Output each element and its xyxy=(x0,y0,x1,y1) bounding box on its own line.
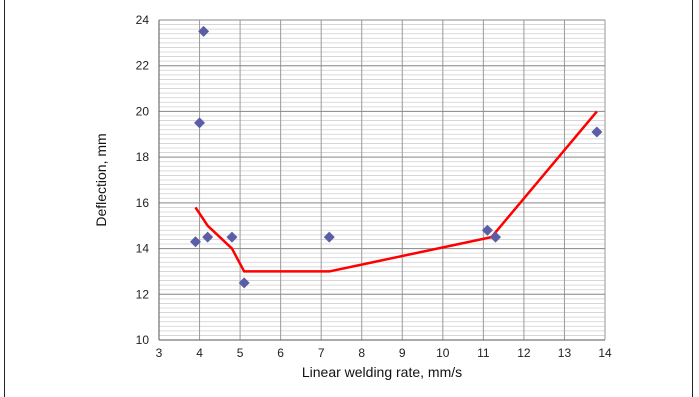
data-point xyxy=(202,231,214,243)
y-tick-label: 22 xyxy=(136,59,150,73)
x-tick-label: 14 xyxy=(598,346,612,360)
y-tick-label: 12 xyxy=(136,287,150,301)
y-tick-label: 10 xyxy=(136,333,150,347)
data-points xyxy=(189,25,603,289)
x-tick-label: 9 xyxy=(399,346,406,360)
tick-labels: 3 4 5 6 7 8 9 10 11 12 13 14 10 12 14 16 18 20 22 24 xyxy=(136,13,612,360)
chart-frame: 3 4 5 6 7 8 9 10 11 12 13 14 10 12 14 16 18 20 22 24 Linear… xyxy=(4,0,693,397)
x-tick-label: 13 xyxy=(558,346,572,360)
y-tick-label: 16 xyxy=(136,196,150,210)
x-tick-label: 6 xyxy=(277,346,284,360)
x-tick-label: 7 xyxy=(318,346,325,360)
y-tick-label: 24 xyxy=(136,13,150,27)
x-tick-label: 3 xyxy=(156,346,163,360)
x-tick-label: 10 xyxy=(436,346,450,360)
x-tick-label: 8 xyxy=(358,346,365,360)
data-point xyxy=(189,236,201,248)
data-point xyxy=(198,25,210,37)
x-tick-label: 11 xyxy=(477,346,490,360)
y-axis-label: Deflection, mm xyxy=(93,133,109,226)
data-point xyxy=(490,231,502,243)
y-tick-label: 18 xyxy=(136,150,150,164)
data-point xyxy=(591,126,603,138)
x-axis-label: Linear welding rate, mm/s xyxy=(302,364,462,380)
x-tick-label: 4 xyxy=(196,346,203,360)
y-tick-label: 14 xyxy=(136,242,150,256)
data-point xyxy=(238,277,250,289)
data-point xyxy=(323,231,335,243)
grid xyxy=(158,19,606,341)
y-tick-label: 20 xyxy=(136,104,150,118)
x-tick-label: 5 xyxy=(237,346,244,360)
data-point xyxy=(194,117,206,129)
x-tick-label: 12 xyxy=(517,346,531,360)
scatter-chart: 3 4 5 6 7 8 9 10 11 12 13 14 10 12 14 16 18 20 22 24 Linear… xyxy=(93,13,612,380)
data-point xyxy=(481,224,493,236)
data-point xyxy=(226,231,238,243)
